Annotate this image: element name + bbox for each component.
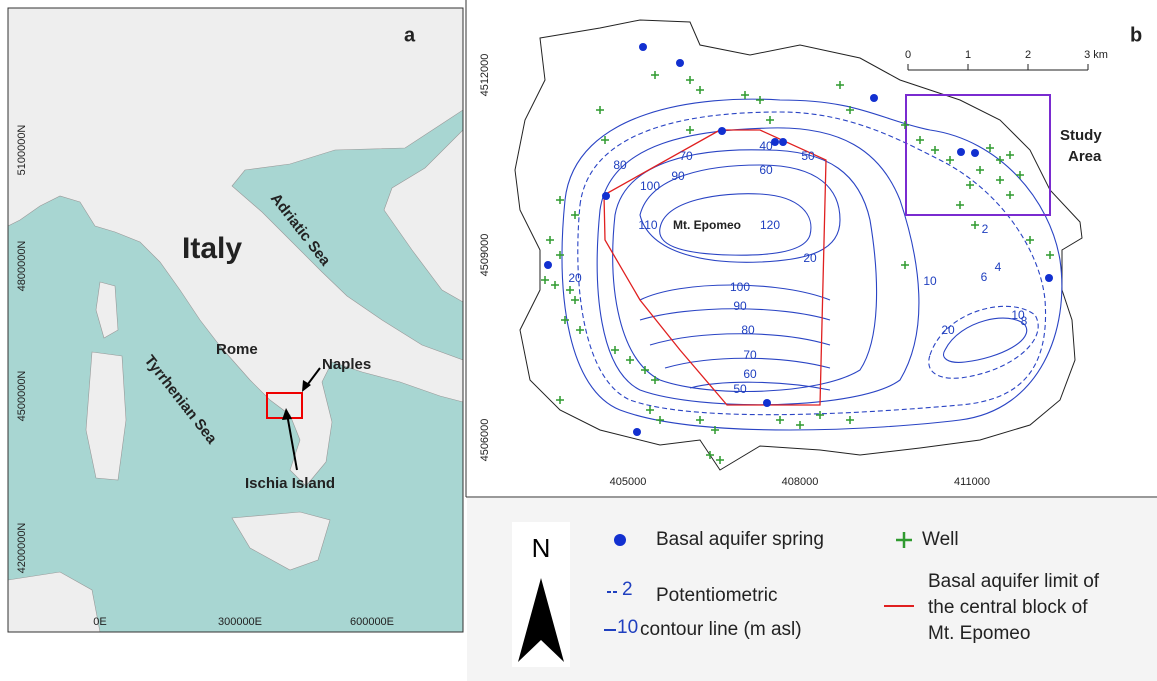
x-coord: 600000E [350,616,394,628]
spring [633,428,641,436]
contour-label: 20 [941,323,955,337]
spring [602,192,610,200]
contour-label: 60 [759,163,773,177]
y-coord: 4512000 [479,54,491,97]
contour-label: 120 [760,218,780,232]
y-coord: 4509000 [479,234,491,277]
scale-label: 2 [1025,49,1031,61]
contour-label: 100 [730,280,750,294]
scale-label: 1 [965,49,971,61]
contour-label: 70 [743,348,757,362]
legend-label: 2 [622,579,633,600]
spring [639,43,647,51]
contour-label: 40 [759,139,773,153]
x-coord: 0E [93,616,106,628]
spring [544,261,552,269]
spring [1045,274,1053,282]
panel-label: b [1130,24,1142,46]
study-area-label: Study [1060,127,1102,144]
peak-label: Mt. Epomeo [673,218,741,232]
legend-label: Mt. Epomeo [928,623,1030,644]
x-coord: 300000E [218,616,262,628]
y-coord: 5100000N [16,125,28,176]
spring [870,94,878,102]
contour-label: 2 [982,222,989,236]
island-label: Ischia Island [245,475,335,492]
city-label: Naples [322,356,371,373]
spring-symbol [614,534,626,546]
contour-label: 60 [743,367,757,381]
spring [957,148,965,156]
contour-label: 90 [671,169,685,183]
contour-label: 20 [803,251,817,265]
x-coord: 405000 [610,476,647,488]
contour-label: 6 [981,270,988,284]
contour-label: 90 [733,299,747,313]
contour-label: 80 [613,158,627,172]
contour-label: 100 [640,179,660,193]
y-coord: 4506000 [479,419,491,462]
x-coord: 411000 [954,476,990,488]
y-coord: 4500000N [16,371,28,422]
spring [718,127,726,135]
contour-label: 10 [923,274,937,288]
scale-label: 0 [905,49,911,61]
scale-label: 3 km [1084,49,1108,61]
legend-label: contour line (m asl) [640,619,802,640]
panel-a: a Italy Adriatic Sea Tyrrhenian Sea Rome… [8,8,463,632]
country-label: Italy [182,232,242,265]
y-coord: 4800000N [16,241,28,292]
north-label: N [532,533,551,563]
legend-label: Basal aquifer spring [656,529,824,550]
city-label: Rome [216,341,258,358]
legend: N Basal aquifer spring Well 2 10 Potenti… [467,498,1157,681]
legend-label: Potentiometric [656,585,777,606]
legend-label: 10 [617,617,638,638]
contour-label: 80 [741,323,755,337]
figure: a Italy Adriatic Sea Tyrrhenian Sea Rome… [0,0,1157,681]
contour-label: 10 [1011,308,1025,322]
panel-label: a [404,24,416,46]
contour-label: 20 [568,271,582,285]
study-area-label: Area [1068,148,1102,165]
spring [676,59,684,67]
contour-label: 50 [733,382,747,396]
contour-label: 50 [801,149,815,163]
x-coord: 408000 [782,476,819,488]
legend-label: Well [922,529,959,550]
legend-label: Basal aquifer limit of [928,571,1100,592]
contour-label: 110 [638,218,657,232]
contour-label: 70 [679,149,693,163]
contour-label: 4 [995,260,1002,274]
y-coord: 4200000N [16,523,28,574]
spring [763,399,771,407]
spring [779,138,787,146]
legend-label: the central block of [928,597,1088,618]
spring [971,149,979,157]
